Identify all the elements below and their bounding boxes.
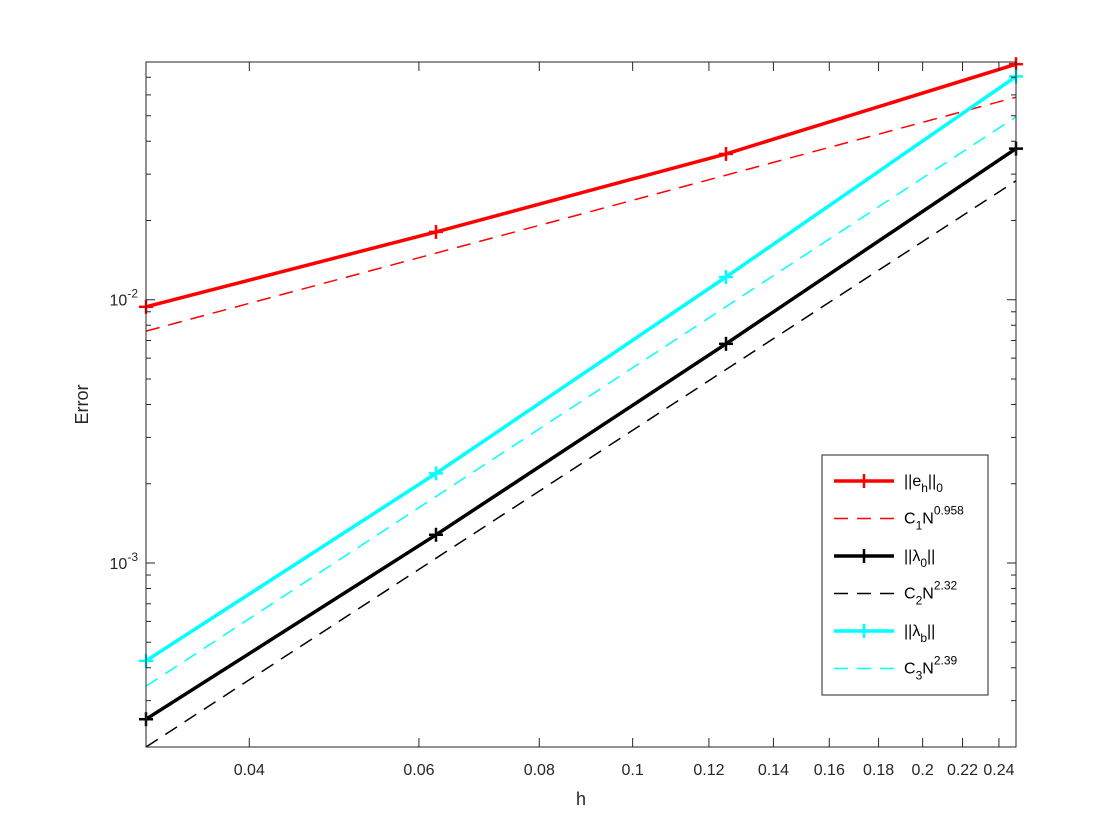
y-tick-label-0: 10-3 <box>110 550 139 573</box>
y-tick-label-1: 10-2 <box>110 287 139 310</box>
legend-label-c2: C2N2.32 <box>904 579 957 608</box>
series-line-c3 <box>145 116 1017 687</box>
legend-label-lambdab: ||λb|| <box>904 623 935 645</box>
y-axis-title: Error <box>72 384 92 424</box>
series-c1 <box>145 96 1017 332</box>
data-point-lambda0-2 <box>719 336 733 351</box>
x-tick-label-10: 0.24 <box>983 762 1014 779</box>
legend-label-lambda0: ||λ0|| <box>904 548 935 570</box>
x-tick-label-1: 0.06 <box>403 762 434 779</box>
data-point-lambda0-1 <box>429 527 443 542</box>
series-c2 <box>145 180 1017 748</box>
series-line-c1 <box>145 96 1017 332</box>
legend-item-lambdab: ||λb|| <box>834 623 935 645</box>
legend-item-c3: C3N2.39 <box>834 654 957 683</box>
x-tick-label-9: 0.22 <box>947 762 978 779</box>
legend-label-c1: C1N0.958 <box>904 504 964 533</box>
axes-layer: 10-3 10-2 0.04 0.06 0.08 0.1 0.12 0.14 0.16 0.18 0… <box>110 61 1017 779</box>
x-tick-label-7: 0.18 <box>863 762 894 779</box>
legend-item-eh: ||eh||0 <box>834 473 943 495</box>
x-tick-label-3: 0.1 <box>622 762 644 779</box>
data-point-lambdab-2 <box>719 270 733 285</box>
data-point-eh-1 <box>429 224 443 239</box>
series-layer <box>139 57 1023 748</box>
legend-label-eh: ||eh||0 <box>904 473 943 495</box>
series-line-lambdab <box>145 75 1017 663</box>
legend-item-c1: C1N0.958 <box>834 504 964 533</box>
x-tick-label-4: 0.12 <box>693 762 724 779</box>
legend-box <box>821 454 989 696</box>
x-tick-label-0: 0.04 <box>234 762 265 779</box>
x-tick-label-5: 0.14 <box>758 762 789 779</box>
x-axis-title: h <box>576 789 586 809</box>
data-point-eh-2 <box>719 146 733 161</box>
legend-item-lambda0: ||λ0|| <box>834 548 935 570</box>
legend-label-c3: C3N2.39 <box>904 654 957 683</box>
x-tick-label-2: 0.08 <box>524 762 555 779</box>
series-line-c2 <box>145 180 1017 748</box>
x-tick-label-6: 0.16 <box>814 762 845 779</box>
data-point-lambdab-1 <box>429 466 443 481</box>
series-c3 <box>145 116 1017 687</box>
series-line-lambda0 <box>145 147 1017 721</box>
x-tick-label-8: 0.2 <box>912 762 934 779</box>
series-line-eh <box>145 62 1017 309</box>
legend: ||eh||0 C1N0.958 ||λ0|| C2N2.32 ||λb|| C3N2.3… <box>821 454 989 696</box>
legend-item-c2: C2N2.32 <box>834 579 957 608</box>
